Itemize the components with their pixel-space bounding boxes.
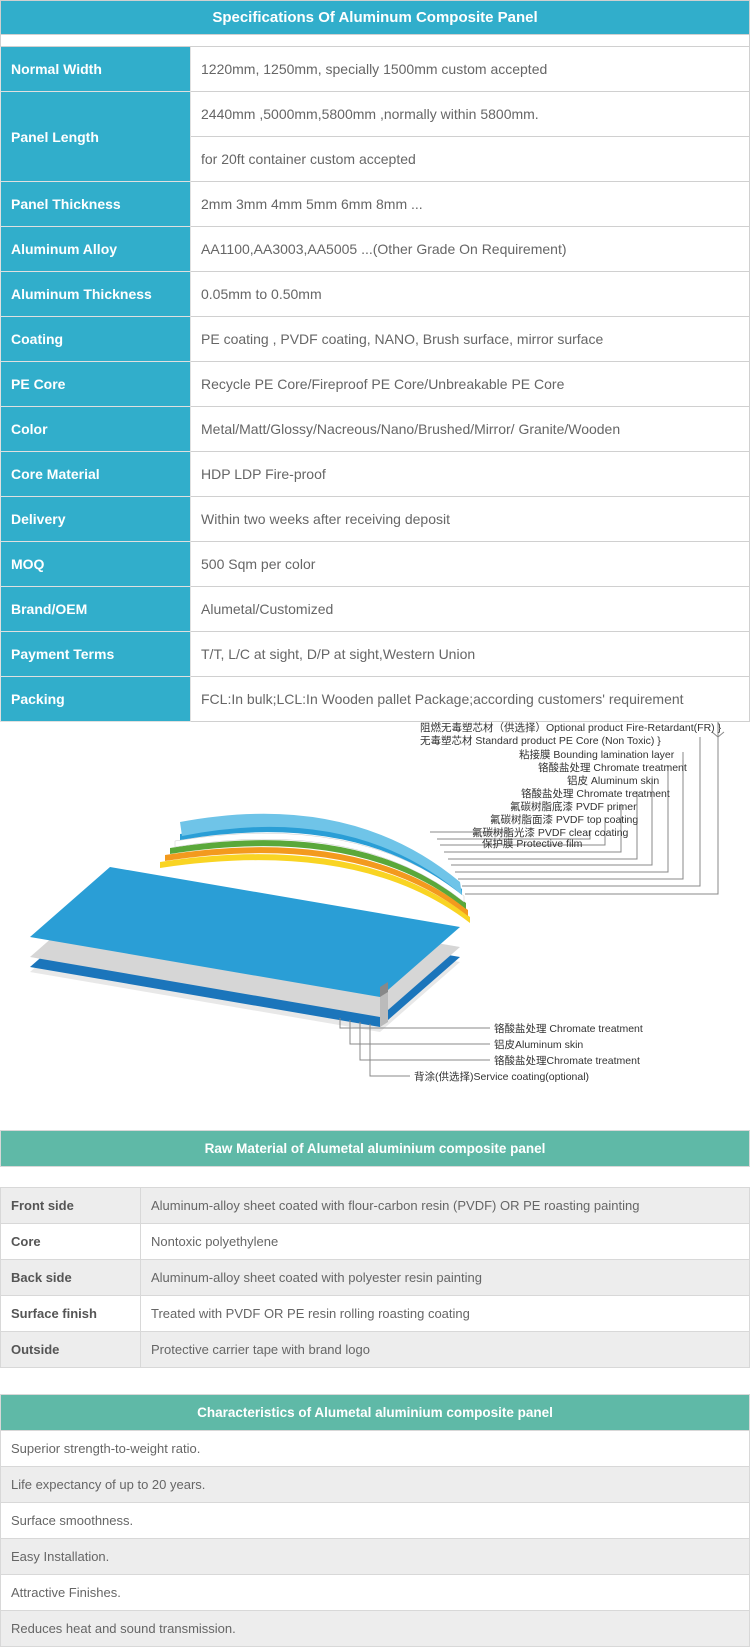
spec-value: for 20ft container custom accepted bbox=[191, 137, 750, 182]
spec-value: 2440mm ,5000mm,5800mm ,normally within 5… bbox=[191, 92, 750, 137]
materials-value: Treated with PVDF OR PE resin rolling ro… bbox=[141, 1296, 750, 1332]
characteristics-table: Characteristics of Alumetal aluminium co… bbox=[0, 1394, 750, 1647]
spec-row: Panel Thickness2mm 3mm 4mm 5mm 6mm 8mm .… bbox=[1, 182, 750, 227]
spec-label: Coating bbox=[1, 317, 191, 362]
spec-row: Normal Width1220mm, 1250mm, specially 15… bbox=[1, 47, 750, 92]
layer-stack bbox=[30, 814, 470, 1032]
materials-value: Aluminum-alloy sheet coated with flour-c… bbox=[141, 1188, 750, 1224]
spec-row: CoatingPE coating , PVDF coating, NANO, … bbox=[1, 317, 750, 362]
spec-label: Color bbox=[1, 407, 191, 452]
materials-value: Aluminum-alloy sheet coated with polyest… bbox=[141, 1260, 750, 1296]
diagram-top-label: 无毒塑芯材 Standard product PE Core (Non Toxi… bbox=[420, 733, 661, 748]
spec-label: Panel Thickness bbox=[1, 182, 191, 227]
diagram-bottom-label: 铝皮Aluminum skin bbox=[494, 1037, 583, 1052]
spec-row: Aluminum Thickness0.05mm to 0.50mm bbox=[1, 272, 750, 317]
spec-label: Aluminum Alloy bbox=[1, 227, 191, 272]
spec-label: Brand/OEM bbox=[1, 587, 191, 632]
spec-value: 500 Sqm per color bbox=[191, 542, 750, 587]
diagram-bottom-label: 铬酸盐处理 Chromate treatment bbox=[494, 1021, 643, 1036]
characteristics-row: Attractive Finishes. bbox=[1, 1575, 750, 1611]
spec-row: ColorMetal/Matt/Glossy/Nacreous/Nano/Bru… bbox=[1, 407, 750, 452]
spec-row: Aluminum AlloyAA1100,AA3003,AA5005 ...(O… bbox=[1, 227, 750, 272]
characteristics-item: Superior strength-to-weight ratio. bbox=[1, 1431, 750, 1467]
characteristics-header: Characteristics of Alumetal aluminium co… bbox=[1, 1395, 750, 1431]
spec-label: Panel Length bbox=[1, 92, 191, 182]
spec-label: MOQ bbox=[1, 542, 191, 587]
materials-header: Raw Material of Alumetal aluminium compo… bbox=[1, 1131, 750, 1167]
layer-diagram: 阻燃无毒塑芯材（供选择）Optional product Fire-Retard… bbox=[0, 722, 750, 1122]
materials-label: Front side bbox=[1, 1188, 141, 1224]
materials-spacer bbox=[1, 1167, 750, 1188]
spec-row: Panel Length2440mm ,5000mm,5800mm ,norma… bbox=[1, 92, 750, 137]
spec-value: 0.05mm to 0.50mm bbox=[191, 272, 750, 317]
materials-title: Raw Material of Alumetal aluminium compo… bbox=[1, 1131, 750, 1167]
materials-table: Raw Material of Alumetal aluminium compo… bbox=[0, 1130, 750, 1368]
materials-row: Front sideAluminum-alloy sheet coated wi… bbox=[1, 1188, 750, 1224]
characteristics-item: Reduces heat and sound transmission. bbox=[1, 1611, 750, 1647]
spec-label: Core Material bbox=[1, 452, 191, 497]
characteristics-item: Life expectancy of up to 20 years. bbox=[1, 1467, 750, 1503]
spec-value: PE coating , PVDF coating, NANO, Brush s… bbox=[191, 317, 750, 362]
spec-row: Brand/OEMAlumetal/Customized bbox=[1, 587, 750, 632]
spec-label: Normal Width bbox=[1, 47, 191, 92]
characteristics-row: Reduces heat and sound transmission. bbox=[1, 1611, 750, 1647]
spec-value: AA1100,AA3003,AA5005 ...(Other Grade On … bbox=[191, 227, 750, 272]
spec-row: MOQ500 Sqm per color bbox=[1, 542, 750, 587]
spec-value: Within two weeks after receiving deposit bbox=[191, 497, 750, 542]
spec-row: Payment TermsT/T, L/C at sight, D/P at s… bbox=[1, 632, 750, 677]
materials-row: Back sideAluminum-alloy sheet coated wit… bbox=[1, 1260, 750, 1296]
characteristics-row: Superior strength-to-weight ratio. bbox=[1, 1431, 750, 1467]
spec-label: Packing bbox=[1, 677, 191, 722]
spec-row: DeliveryWithin two weeks after receiving… bbox=[1, 497, 750, 542]
materials-label: Back side bbox=[1, 1260, 141, 1296]
spec-spacer bbox=[1, 35, 750, 47]
diagram-top-label: 保护膜 Protective film bbox=[482, 836, 582, 851]
characteristics-item: Attractive Finishes. bbox=[1, 1575, 750, 1611]
characteristics-row: Life expectancy of up to 20 years. bbox=[1, 1467, 750, 1503]
spec-value: 1220mm, 1250mm, specially 1500mm custom … bbox=[191, 47, 750, 92]
materials-row: CoreNontoxic polyethylene bbox=[1, 1224, 750, 1260]
spec-value: Alumetal/Customized bbox=[191, 587, 750, 632]
characteristics-item: Surface smoothness. bbox=[1, 1503, 750, 1539]
materials-value: Nontoxic polyethylene bbox=[141, 1224, 750, 1260]
materials-value: Protective carrier tape with brand logo bbox=[141, 1332, 750, 1368]
spec-header-row: Specifications Of Aluminum Composite Pan… bbox=[1, 1, 750, 35]
spec-label: Delivery bbox=[1, 497, 191, 542]
materials-label: Surface finish bbox=[1, 1296, 141, 1332]
characteristics-row: Easy Installation. bbox=[1, 1539, 750, 1575]
spec-row: PE CoreRecycle PE Core/Fireproof PE Core… bbox=[1, 362, 750, 407]
materials-label: Core bbox=[1, 1224, 141, 1260]
spec-value: Metal/Matt/Glossy/Nacreous/Nano/Brushed/… bbox=[191, 407, 750, 452]
diagram-bottom-label: 背涂(供选择)Service coating(optional) bbox=[414, 1069, 589, 1084]
side-face-1 bbox=[380, 992, 388, 1027]
spec-value: FCL:In bulk;LCL:In Wooden pallet Package… bbox=[191, 677, 750, 722]
spec-value: 2mm 3mm 4mm 5mm 6mm 8mm ... bbox=[191, 182, 750, 227]
spec-label: Payment Terms bbox=[1, 632, 191, 677]
materials-row: OutsideProtective carrier tape with bran… bbox=[1, 1332, 750, 1368]
spec-title: Specifications Of Aluminum Composite Pan… bbox=[1, 1, 750, 35]
characteristics-title: Characteristics of Alumetal aluminium co… bbox=[1, 1395, 750, 1431]
spec-row: Core MaterialHDP LDP Fire-proof bbox=[1, 452, 750, 497]
specifications-table: Specifications Of Aluminum Composite Pan… bbox=[0, 0, 750, 722]
characteristics-item: Easy Installation. bbox=[1, 1539, 750, 1575]
spec-label: PE Core bbox=[1, 362, 191, 407]
spec-row: PackingFCL:In bulk;LCL:In Wooden pallet … bbox=[1, 677, 750, 722]
diagram-bottom-label: 铬酸盐处理Chromate treatment bbox=[494, 1053, 640, 1068]
characteristics-row: Surface smoothness. bbox=[1, 1503, 750, 1539]
materials-row: Surface finishTreated with PVDF OR PE re… bbox=[1, 1296, 750, 1332]
spec-value: T/T, L/C at sight, D/P at sight,Western … bbox=[191, 632, 750, 677]
spec-value: HDP LDP Fire-proof bbox=[191, 452, 750, 497]
spec-value: Recycle PE Core/Fireproof PE Core/Unbrea… bbox=[191, 362, 750, 407]
materials-label: Outside bbox=[1, 1332, 141, 1368]
spec-label: Aluminum Thickness bbox=[1, 272, 191, 317]
